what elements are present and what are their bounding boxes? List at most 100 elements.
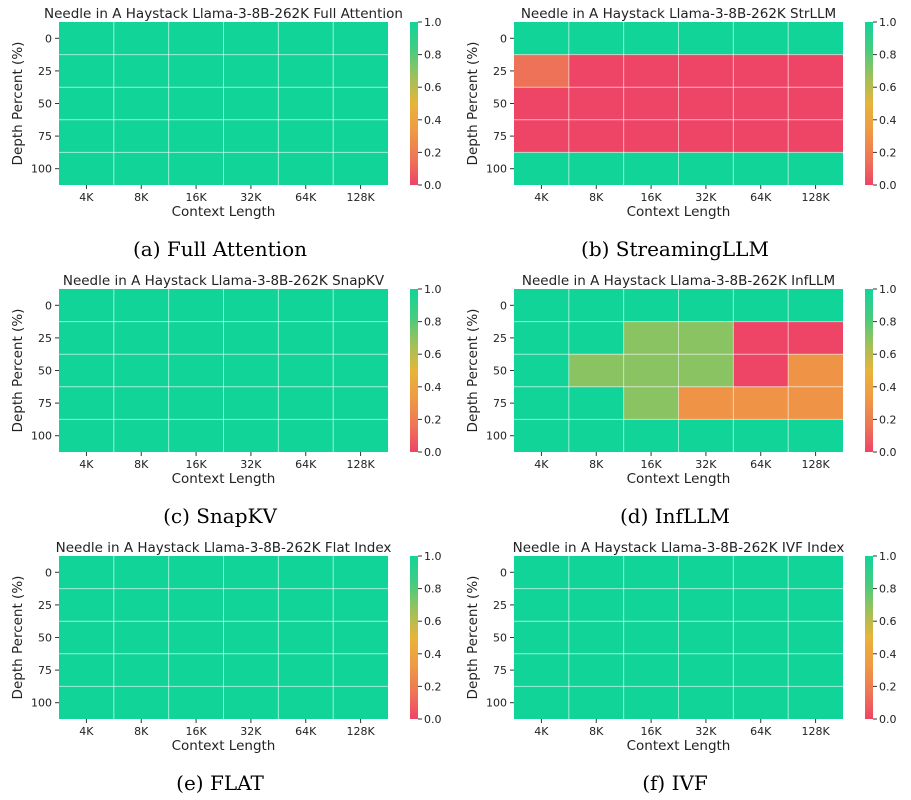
- heatmap-cell: [223, 419, 279, 452]
- heatmap-cell: [59, 386, 114, 420]
- heatmap-cell: [333, 386, 388, 420]
- y-axis-label: Depth Percent (%): [465, 576, 481, 700]
- y-tick-label: 25: [38, 65, 52, 78]
- heatmap-cell: [514, 54, 569, 88]
- heatmap-cell: [223, 321, 279, 355]
- x-tick-label: 128K: [346, 458, 375, 471]
- heatmap-cell: [788, 289, 843, 322]
- heatmap-cell: [223, 152, 279, 185]
- heatmap-cell: [568, 621, 624, 654]
- y-axis-label: Depth Percent (%): [10, 42, 26, 166]
- heatmap-cell: [113, 588, 169, 622]
- heatmap-cell: [223, 54, 279, 88]
- heatmap-cell: [623, 686, 679, 719]
- colorbar-tick-label: 0.8: [879, 583, 897, 596]
- colorbar-tick-label: 0.2: [424, 680, 442, 693]
- y-tick-label: 50: [493, 365, 507, 378]
- heatmap-cell: [113, 289, 169, 322]
- heatmap-cell: [623, 386, 679, 420]
- colorbar-tick-label: 0.4: [879, 381, 897, 394]
- heatmap-cell: [678, 289, 734, 322]
- heatmap-cell: [733, 386, 789, 420]
- heatmap-cell: [788, 588, 843, 622]
- heatmap-cell: [223, 289, 279, 322]
- x-tick-label: 4K: [534, 191, 549, 204]
- colorbar-tick-label: 1.0: [424, 550, 442, 563]
- x-tick-label: 16K: [640, 725, 662, 738]
- heatmap-cell: [514, 119, 569, 153]
- x-tick-label: 64K: [295, 458, 317, 471]
- heatmap-cell: [168, 119, 224, 153]
- y-tick-label: 100: [31, 697, 52, 710]
- heatmap-cell: [623, 653, 679, 687]
- y-tick-label: 25: [493, 599, 507, 612]
- heatmap-cell: [788, 87, 843, 120]
- x-tick-label: 16K: [640, 191, 662, 204]
- heatmap-cell: [788, 354, 843, 387]
- x-tick-label: 32K: [240, 458, 262, 471]
- y-tick-label: 0: [45, 299, 52, 312]
- heatmap-cell: [568, 686, 624, 719]
- y-tick-label: 0: [500, 566, 507, 579]
- panel-caption: (d) InfLLM: [620, 504, 730, 528]
- x-tick-label: 32K: [240, 725, 262, 738]
- heatmap-cell: [113, 556, 169, 589]
- heatmap-cell: [59, 119, 114, 153]
- heatmap-cell: [788, 54, 843, 88]
- y-tick-label: 0: [45, 566, 52, 579]
- x-tick-label: 32K: [695, 191, 717, 204]
- heatmap-cell: [514, 419, 569, 452]
- heatmap-cell: [623, 354, 679, 387]
- heatmap-cell: [678, 152, 734, 185]
- y-tick-label: 100: [31, 430, 52, 443]
- heatmap-panel-3: Needle in A Haystack Llama-3-8B-262K Sna…: [10, 273, 442, 528]
- heatmap-cell: [623, 289, 679, 322]
- heatmap-cell: [788, 653, 843, 687]
- chart-title: Needle in A Haystack Llama-3-8B-262K Fla…: [56, 540, 392, 556]
- heatmap-cell: [733, 419, 789, 452]
- heatmap-cell: [568, 54, 624, 88]
- heatmap-cell: [168, 621, 224, 654]
- heatmap-cell: [733, 22, 789, 55]
- heatmap-cell: [278, 22, 334, 55]
- colorbar: [410, 22, 418, 185]
- y-axis-label: Depth Percent (%): [465, 309, 481, 433]
- heatmap-cell: [59, 87, 114, 120]
- chart-title: Needle in A Haystack Llama-3-8B-262K IVF…: [513, 540, 845, 556]
- heatmap-cell: [223, 119, 279, 153]
- heatmap-cell: [733, 87, 789, 120]
- heatmap-cell: [788, 119, 843, 153]
- heatmap-cell: [514, 321, 569, 355]
- heatmap-cell: [113, 321, 169, 355]
- heatmap-cell: [623, 54, 679, 88]
- heatmap-cell: [733, 588, 789, 622]
- heatmap-cell: [113, 686, 169, 719]
- heatmap-cell: [333, 87, 388, 120]
- colorbar: [410, 289, 418, 452]
- heatmap-cell: [733, 621, 789, 654]
- x-tick-label: 32K: [695, 458, 717, 471]
- heatmap-cell: [333, 653, 388, 687]
- colorbar-tick-label: 0.0: [879, 179, 897, 192]
- heatmap-cell: [733, 653, 789, 687]
- x-tick-label: 32K: [240, 191, 262, 204]
- x-tick-label: 8K: [589, 191, 604, 204]
- colorbar: [410, 556, 418, 719]
- heatmap-cell: [113, 621, 169, 654]
- heatmap-cell: [278, 653, 334, 687]
- heatmap-cell: [168, 419, 224, 452]
- heatmap-cell: [568, 289, 624, 322]
- y-tick-label: 50: [38, 632, 52, 645]
- heatmap-cell: [333, 152, 388, 185]
- x-tick-label: 16K: [185, 725, 207, 738]
- heatmap-cell: [278, 152, 334, 185]
- y-tick-label: 0: [500, 299, 507, 312]
- heatmap-panel-4: Needle in A Haystack Llama-3-8B-262K Inf…: [465, 273, 897, 528]
- colorbar-tick-label: 0.0: [424, 446, 442, 459]
- heatmap-cell: [168, 87, 224, 120]
- heatmap-cell: [623, 621, 679, 654]
- chart-title: Needle in A Haystack Llama-3-8B-262K Inf…: [522, 273, 835, 289]
- x-axis-label: Context Length: [627, 738, 731, 754]
